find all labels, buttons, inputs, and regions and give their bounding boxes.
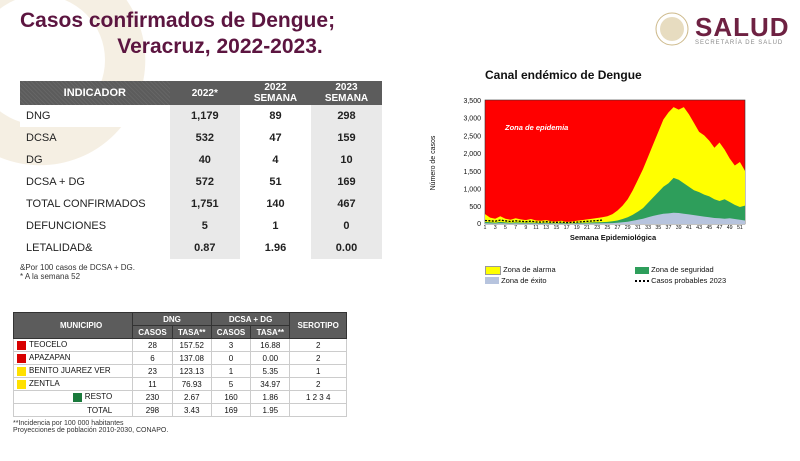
- svg-text:43: 43: [696, 225, 702, 231]
- svg-text:1,000: 1,000: [463, 187, 481, 194]
- svg-text:51: 51: [737, 225, 743, 231]
- svg-text:3: 3: [494, 225, 497, 231]
- svg-text:Semana Epidemiológica: Semana Epidemiológica: [570, 233, 657, 242]
- svg-text:13: 13: [543, 225, 549, 231]
- svg-text:27: 27: [615, 225, 621, 231]
- svg-text:9: 9: [524, 225, 527, 231]
- svg-text:49: 49: [727, 225, 733, 231]
- svg-text:33: 33: [645, 225, 651, 231]
- svg-text:3,500: 3,500: [463, 98, 481, 105]
- svg-text:5: 5: [504, 225, 507, 231]
- svg-text:47: 47: [717, 225, 723, 231]
- svg-text:21: 21: [584, 225, 590, 231]
- svg-text:17: 17: [564, 225, 570, 231]
- svg-text:23: 23: [594, 225, 600, 231]
- svg-text:31: 31: [635, 225, 641, 231]
- svg-text:Número de casos: Número de casos: [430, 135, 437, 190]
- svg-text:39: 39: [676, 225, 682, 231]
- svg-text:1: 1: [484, 225, 487, 231]
- svg-text:19: 19: [574, 225, 580, 231]
- svg-text:7: 7: [514, 225, 517, 231]
- svg-text:29: 29: [625, 225, 631, 231]
- svg-text:500: 500: [469, 204, 481, 211]
- svg-text:1,500: 1,500: [463, 169, 481, 176]
- svg-text:41: 41: [686, 225, 692, 231]
- svg-text:2,500: 2,500: [463, 133, 481, 140]
- svg-text:2,000: 2,000: [463, 151, 481, 158]
- svg-text:3,000: 3,000: [463, 116, 481, 123]
- svg-text:11: 11: [533, 225, 539, 231]
- svg-text:Zona de epidemia: Zona de epidemia: [504, 123, 568, 132]
- svg-text:45: 45: [706, 225, 712, 231]
- svg-text:25: 25: [604, 225, 610, 231]
- svg-text:15: 15: [553, 225, 559, 231]
- svg-text:35: 35: [655, 225, 661, 231]
- svg-text:37: 37: [666, 225, 672, 231]
- svg-text:0: 0: [477, 221, 481, 228]
